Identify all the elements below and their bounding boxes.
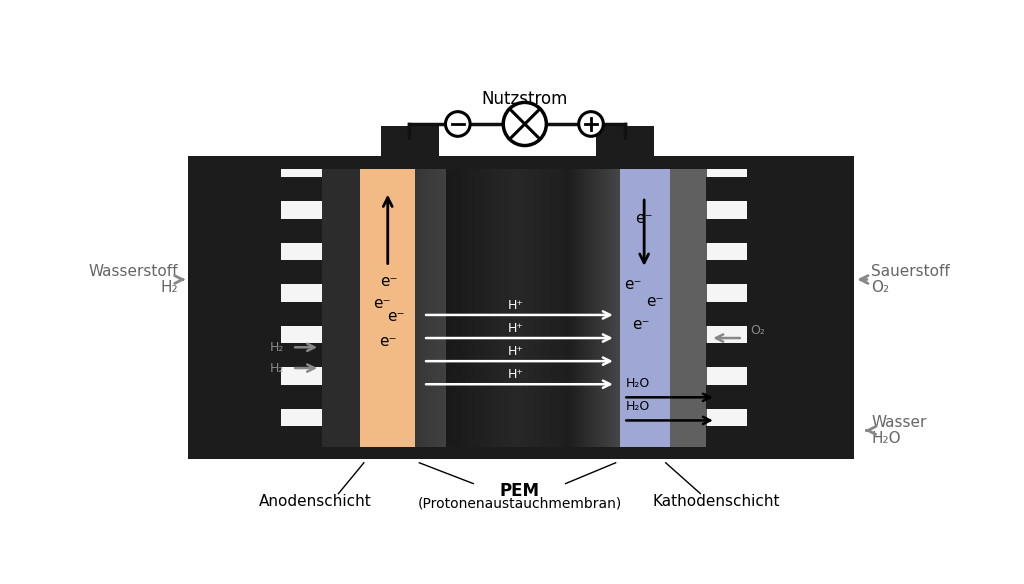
Circle shape (579, 112, 603, 136)
Circle shape (503, 102, 547, 145)
Bar (706, 219, 746, 243)
Text: H₂: H₂ (161, 280, 178, 295)
Bar (746, 169, 854, 459)
Bar (707, 169, 746, 459)
Bar (281, 219, 322, 243)
Bar (281, 343, 322, 367)
Bar (381, 126, 438, 169)
Text: e⁻: e⁻ (646, 294, 664, 308)
Text: e⁻: e⁻ (373, 296, 390, 311)
Circle shape (445, 112, 470, 136)
Bar (281, 302, 322, 326)
Text: O₂: O₂ (751, 324, 765, 337)
Text: Wasser: Wasser (871, 415, 927, 430)
Text: e⁻: e⁻ (636, 211, 653, 226)
Text: e⁻: e⁻ (379, 333, 396, 349)
Bar (281, 426, 322, 450)
Bar (706, 260, 746, 284)
Text: Anodenschicht: Anodenschicht (259, 494, 372, 509)
Text: H₂: H₂ (270, 341, 285, 354)
Bar (281, 169, 322, 459)
Text: PEM: PEM (500, 482, 540, 500)
Text: Sauerstoff: Sauerstoff (871, 265, 950, 279)
Text: H₂: H₂ (270, 361, 285, 374)
Text: e⁻: e⁻ (625, 277, 642, 291)
Text: Wasserstoff: Wasserstoff (89, 265, 178, 279)
Text: (Protonenaustauchmembran): (Protonenaustauchmembran) (418, 496, 622, 510)
Bar (596, 126, 654, 169)
Text: e⁻: e⁻ (381, 274, 398, 289)
Text: e⁻: e⁻ (387, 309, 404, 324)
Text: H₂O: H₂O (626, 400, 650, 413)
Bar (188, 447, 854, 459)
Bar (322, 169, 360, 459)
Text: H⁺: H⁺ (508, 345, 523, 359)
Bar (188, 157, 854, 169)
Bar (281, 260, 322, 284)
Text: Nutzstrom: Nutzstrom (481, 91, 568, 109)
Bar (706, 302, 746, 326)
Bar (706, 385, 746, 409)
Bar (706, 343, 746, 367)
Text: H⁺: H⁺ (508, 299, 523, 312)
Text: H⁺: H⁺ (508, 322, 523, 335)
Text: H⁺: H⁺ (508, 369, 523, 381)
Bar (706, 426, 746, 450)
Text: Kathodenschicht: Kathodenschicht (652, 494, 779, 509)
Bar (620, 169, 670, 459)
Bar (188, 169, 281, 459)
Bar (670, 169, 707, 459)
Bar (706, 178, 746, 201)
Text: H₂O: H₂O (626, 377, 650, 390)
Text: O₂: O₂ (871, 280, 890, 295)
Text: e⁻: e⁻ (632, 317, 650, 332)
Text: H₂O: H₂O (871, 430, 901, 446)
Bar (360, 169, 416, 459)
Bar (281, 178, 322, 201)
Bar (281, 385, 322, 409)
